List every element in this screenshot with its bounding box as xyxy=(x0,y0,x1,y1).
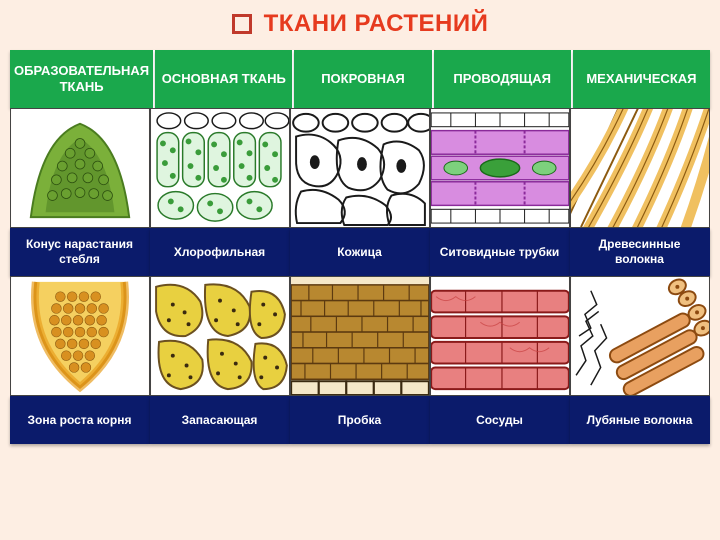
header-cell: МЕХАНИЧЕСКАЯ xyxy=(573,50,710,108)
header-row: ОБРАЗОВАТЕЛЬНАЯ ТКАНЬ ОСНОВНАЯ ТКАНЬ ПОК… xyxy=(10,50,710,108)
tissue-image-wood-fibers xyxy=(570,108,710,228)
tissue-table: ОБРАЗОВАТЕЛЬНАЯ ТКАНЬ ОСНОВНАЯ ТКАНЬ ПОК… xyxy=(10,50,710,444)
title-row: ТКАНИ РАСТЕНИЙ xyxy=(0,0,720,50)
image-row-1 xyxy=(10,108,710,228)
label-cell: Пробка xyxy=(290,396,430,444)
header-cell: ПОКРОВНАЯ xyxy=(294,50,433,108)
tissue-image-cork xyxy=(290,276,430,396)
tissue-image-bast-fibers xyxy=(570,276,710,396)
label-cell: Лубяные волокна xyxy=(570,396,710,444)
image-row-2 xyxy=(10,276,710,396)
label-cell: Ситовидные трубки xyxy=(430,228,570,276)
label-cell: Древесинные волокна xyxy=(570,228,710,276)
tissue-image-growth-cone xyxy=(10,108,150,228)
header-cell: ОБРАЗОВАТЕЛЬНАЯ ТКАНЬ xyxy=(10,50,155,108)
tissue-image-epidermis xyxy=(290,108,430,228)
tissue-image-vessels xyxy=(430,276,570,396)
label-cell: Хлорофильная xyxy=(150,228,290,276)
page-title: ТКАНИ РАСТЕНИЙ xyxy=(264,10,489,38)
label-cell: Конус нарастания стебля xyxy=(10,228,150,276)
label-row-1: Конус нарастания стебля Хлорофильная Кож… xyxy=(10,228,710,276)
label-cell: Сосуды xyxy=(430,396,570,444)
label-cell: Кожица xyxy=(290,228,430,276)
header-cell: ОСНОВНАЯ ТКАНЬ xyxy=(155,50,294,108)
label-row-2: Зона роста корня Запасающая Пробка Сосуд… xyxy=(10,396,710,444)
header-cell: ПРОВОДЯЩАЯ xyxy=(434,50,573,108)
bullet-icon xyxy=(232,14,252,34)
tissue-image-chlorophyll xyxy=(150,108,290,228)
label-cell: Зона роста корня xyxy=(10,396,150,444)
tissue-image-sieve-tubes xyxy=(430,108,570,228)
tissue-image-root-growth xyxy=(10,276,150,396)
label-cell: Запасающая xyxy=(150,396,290,444)
tissue-image-storage xyxy=(150,276,290,396)
